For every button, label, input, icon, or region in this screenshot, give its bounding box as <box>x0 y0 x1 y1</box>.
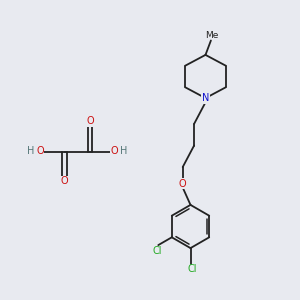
Text: O: O <box>36 146 44 157</box>
Text: Cl: Cl <box>187 264 197 274</box>
Text: Me: Me <box>205 31 218 40</box>
Text: H: H <box>27 146 34 157</box>
Text: H: H <box>120 146 127 157</box>
Text: O: O <box>61 176 68 187</box>
Text: O: O <box>86 116 94 127</box>
Text: N: N <box>202 93 209 103</box>
Text: O: O <box>110 146 118 157</box>
Text: O: O <box>179 178 187 189</box>
Text: Cl: Cl <box>152 245 161 256</box>
